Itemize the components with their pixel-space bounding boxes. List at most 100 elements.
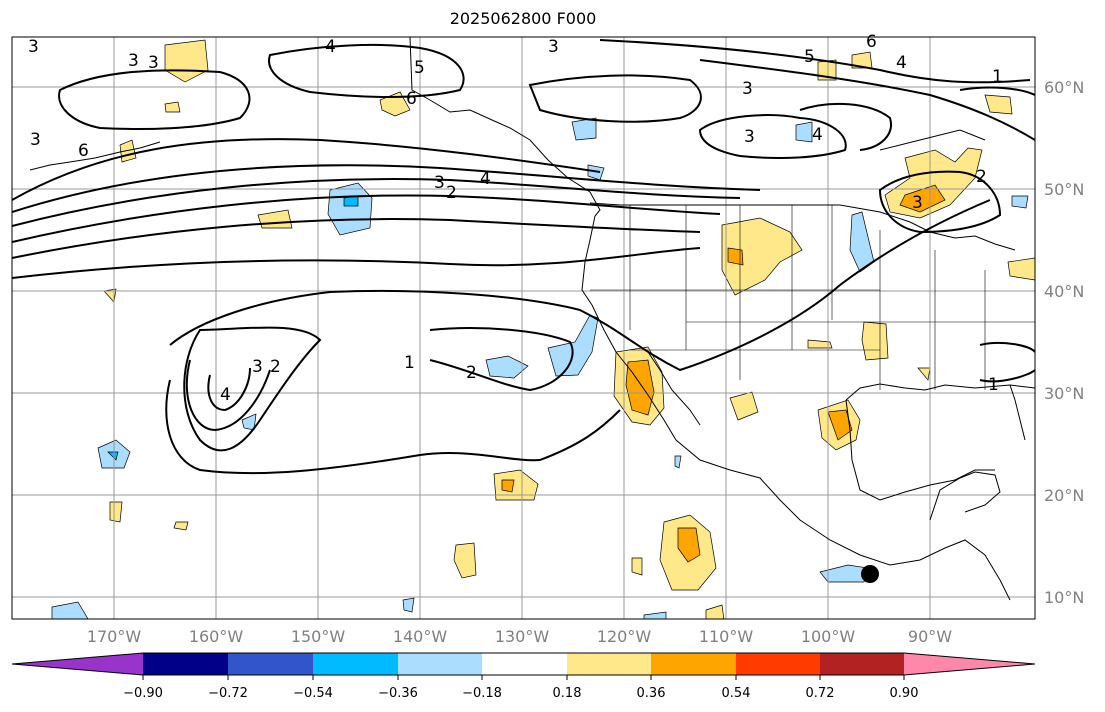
contour-label: 2 [446, 183, 457, 203]
positive-patch [729, 391, 759, 421]
colorbar-segment [143, 653, 228, 675]
lon-tick-label: 110°W [699, 627, 754, 646]
contour-label: 4 [812, 125, 823, 145]
colorbar-tick-label: −0.90 [123, 686, 163, 701]
colorbar-segment [567, 653, 651, 675]
positive-patch [453, 542, 477, 579]
positive-patch [861, 321, 889, 361]
contour-label: 1 [988, 375, 999, 395]
positive-patch [677, 527, 701, 563]
shading-layer [51, 39, 1035, 619]
contour-label: 3 [434, 173, 445, 193]
mexico-gulf-coast [845, 399, 995, 501]
positive-patch [984, 94, 1013, 115]
lon-tick-label: 160°W [189, 627, 244, 646]
contour-label: 6 [406, 89, 417, 109]
positive-patch [705, 604, 725, 619]
colorbar: −0.90 −0.72 −0.54 −0.36 −0.18 0.18 0.36 … [11, 652, 1036, 701]
lat-tick-label: 30°N [1044, 384, 1084, 403]
colorbar-tick-label: 0.36 [637, 686, 666, 701]
gulf-of-california [647, 351, 701, 426]
hudson-bay-area [879, 129, 986, 151]
colorbar-segment [736, 653, 820, 675]
colorbar-segment [651, 653, 736, 675]
colorbar-ticks [142, 675, 905, 680]
colorbar-segment [228, 653, 313, 675]
contour-label: 4 [220, 385, 231, 405]
contour-label: 2 [976, 167, 987, 187]
positive-patch [164, 101, 181, 113]
positive-patch [379, 91, 411, 117]
longitude-labels: 170°W 160°W 150°W 140°W 130°W 120°W 110°… [87, 627, 952, 646]
contour-label: 4 [325, 37, 336, 57]
colorbar-segment [820, 653, 904, 675]
negative-patch [643, 611, 667, 619]
positive-patch [173, 521, 189, 531]
negative-patch [795, 121, 813, 143]
contour-label: 3 [128, 51, 139, 71]
contour-1-south [169, 199, 991, 372]
coastlines [29, 37, 1035, 601]
contour-label: 3 [912, 193, 923, 213]
state-borders [590, 205, 1035, 390]
positive-patch [631, 557, 643, 576]
colorbar-segment [313, 653, 398, 675]
negative-patch [674, 455, 682, 469]
negative-patch [51, 601, 89, 619]
positive-patch [501, 479, 515, 493]
gridlines [12, 37, 1035, 619]
colorbar-tick-label: −0.54 [293, 686, 333, 701]
yucatan [929, 471, 1001, 521]
colorbar-segment [398, 653, 482, 675]
colorbar-tick-label: 0.18 [553, 686, 582, 701]
lon-tick-label: 130°W [495, 627, 550, 646]
contour-label: 3 [742, 79, 753, 99]
lat-tick-label: 20°N [1044, 486, 1084, 505]
florida [1009, 384, 1026, 441]
negative-patch [1011, 195, 1029, 209]
positive-patch [727, 247, 744, 266]
negative-patch [571, 117, 597, 141]
colorbar-tick-label: 0.72 [806, 686, 835, 701]
contour-3-ring [698, 114, 847, 159]
contour-label-group: 3 3 4 5 3 6 5 4 1 6 3 3 4 4 3 2 2 3 1 2 … [28, 32, 1003, 405]
contour-label: 4 [896, 53, 907, 73]
colorbar-tick-label: −0.72 [208, 686, 248, 701]
colorbar-extend-high [904, 653, 1035, 675]
lat-tick-label: 40°N [1044, 282, 1084, 301]
lon-tick-label: 100°W [801, 627, 856, 646]
contour-label: 6 [866, 32, 877, 52]
positive-patch [493, 469, 539, 501]
colorbar-extend-low [12, 653, 143, 675]
latitude-labels: 60°N 50°N 40°N 30°N 20°N 10°N [1044, 78, 1084, 607]
contour-label: 3 [30, 130, 41, 150]
baja-mexico-coast [615, 351, 1011, 601]
contour-label: 3 [548, 37, 559, 57]
negative-patch [107, 451, 119, 461]
map-title: 2025062800 F000 [449, 9, 597, 28]
contour-label: 1 [404, 353, 415, 373]
contour-label: 1 [992, 67, 1003, 87]
lon-tick-label: 90°W [908, 627, 952, 646]
lon-tick-label: 150°W [291, 627, 346, 646]
contour-label: 5 [414, 58, 425, 78]
positive-patch [103, 288, 117, 303]
canada-border [589, 202, 911, 223]
lon-tick-label: 140°W [393, 627, 448, 646]
contour-label: 3 [252, 357, 263, 377]
lon-tick-label: 120°W [597, 627, 652, 646]
aleutians [29, 141, 161, 171]
lat-tick-label: 60°N [1044, 78, 1084, 97]
contour-label: 5 [804, 47, 815, 67]
lon-tick-label: 170°W [87, 627, 142, 646]
contour-label: 3 [148, 53, 159, 73]
negative-patch [485, 355, 529, 379]
contour-label: 2 [466, 363, 477, 383]
positive-patch [807, 339, 833, 349]
negative-patch [402, 597, 415, 613]
positive-patch [109, 501, 123, 523]
contour-label: 3 [744, 127, 755, 147]
pacific-nw-coast [581, 215, 617, 353]
positive-patch [917, 367, 931, 381]
